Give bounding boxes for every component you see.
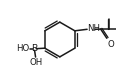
Text: HO: HO [17, 44, 30, 53]
Text: NH: NH [87, 24, 100, 33]
Text: O: O [107, 40, 114, 49]
Text: B: B [31, 44, 38, 53]
Text: OH: OH [30, 58, 43, 67]
